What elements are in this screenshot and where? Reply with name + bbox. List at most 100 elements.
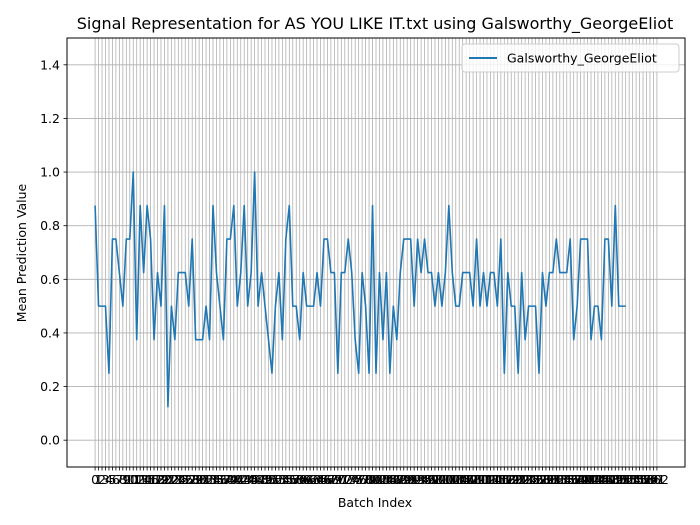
x-tick-label: 36 [212, 472, 228, 487]
x-tick-label: 20 [156, 472, 172, 487]
x-tick-label: 74 [344, 472, 360, 487]
x-tick-label: 154 [617, 472, 641, 487]
x-tick-label: 42 [233, 472, 249, 487]
y-tick-label: 0.8 [40, 218, 60, 233]
x-tick-label: 17 [146, 472, 162, 487]
x-tick-label: 29 [188, 472, 204, 487]
x-tick-label: 16 [143, 472, 159, 487]
x-tick-label: 113 [475, 472, 499, 487]
x-tick-label: 72 [337, 472, 353, 487]
x-tick-label: 152 [610, 472, 634, 487]
x-tick-label: 65 [313, 472, 329, 487]
x-tick-label: 5 [108, 472, 116, 487]
x-tick-label: 81 [368, 472, 384, 487]
x-tick-label: 4 [105, 472, 113, 487]
x-tick-label: 15 [139, 472, 155, 487]
x-tick-label: 43 [236, 472, 252, 487]
y-tick-label: 1.0 [40, 165, 60, 180]
x-tick-label: 149 [600, 472, 624, 487]
x-tick-label: 96 [420, 472, 436, 487]
x-tick-label: 3 [102, 472, 110, 487]
x-tick-label: 32 [198, 472, 214, 487]
x-tick-label: 24 [170, 472, 186, 487]
x-tick-label: 23 [167, 472, 183, 487]
x-tick-label: 90 [399, 472, 415, 487]
x-tick-label: 60 [295, 472, 311, 487]
x-tick-label: 117 [489, 472, 513, 487]
x-tick-label: 11 [125, 472, 141, 487]
x-tick-label: 129 [531, 472, 555, 487]
x-tick-label: 146 [589, 472, 613, 487]
x-tick-label: 125 [517, 472, 541, 487]
x-tick-label: 119 [496, 472, 520, 487]
x-tick-label: 49 [257, 472, 273, 487]
x-tick-label: 50 [261, 472, 277, 487]
x-tick-label: 76 [351, 472, 367, 487]
x-tick-label: 28 [184, 472, 200, 487]
x-tick-label: 9 [122, 472, 130, 487]
x-tick-label: 130 [534, 472, 558, 487]
y-tick-label: 0.0 [40, 433, 60, 448]
x-tick-label: 41 [229, 472, 245, 487]
y-tick-label: 0.2 [40, 379, 60, 394]
x-tick-label: 52 [267, 472, 283, 487]
x-tick-label: 93 [410, 472, 426, 487]
x-tick-label: 124 [513, 472, 537, 487]
x-tick-label: 34 [205, 472, 221, 487]
x-tick-label: 107 [454, 472, 478, 487]
x-tick-label: 22 [163, 472, 179, 487]
x-tick-label: 158 [631, 472, 655, 487]
x-tick-label: 111 [468, 472, 492, 487]
x-tick-label: 26 [177, 472, 193, 487]
x-tick-label: 78 [358, 472, 374, 487]
x-tick-label: 40 [226, 472, 242, 487]
x-tick-label: 140 [569, 472, 593, 487]
x-tick-label: 69 [326, 472, 342, 487]
x-tick-label: 109 [461, 472, 485, 487]
x-tick-label: 128 [527, 472, 551, 487]
x-tick-label: 73 [340, 472, 356, 487]
x-tick-label: 55 [278, 472, 294, 487]
y-tick-label: 0.6 [40, 272, 60, 287]
legend-label: Galsworthy_GeorgeEliot [507, 51, 657, 66]
x-tick-label: 2 [98, 472, 106, 487]
x-tick-label: 1 [95, 472, 103, 487]
x-tick-label: 21 [160, 472, 176, 487]
x-tick-label: 153 [614, 472, 638, 487]
x-tick-label: 47 [250, 472, 266, 487]
x-tick-label: 110 [465, 472, 489, 487]
x-tick-label: 82 [372, 472, 388, 487]
x-tick-label: 53 [271, 472, 287, 487]
x-tick-label: 68 [323, 472, 339, 487]
y-tick-label: 1.4 [40, 57, 60, 72]
x-tick-label: 98 [427, 472, 443, 487]
x-tick-label: 139 [565, 472, 589, 487]
x-tick-label: 19 [153, 472, 169, 487]
x-tick-label: 150 [603, 472, 627, 487]
x-tick-label: 162 [645, 472, 669, 487]
y-tick-label: 0.4 [40, 325, 60, 340]
x-tick-label: 10 [122, 472, 138, 487]
x-tick-label: 104 [444, 472, 468, 487]
x-tick-label: 102 [437, 472, 461, 487]
x-tick-label: 142 [576, 472, 600, 487]
x-tick-label: 145 [586, 472, 610, 487]
x-tick-label: 99 [430, 472, 446, 487]
x-tick-label: 116 [485, 472, 509, 487]
x-tick-label: 77 [354, 472, 370, 487]
x-tick-label: 112 [472, 472, 496, 487]
x-tick-label: 89 [396, 472, 412, 487]
x-tick-label: 92 [406, 472, 422, 487]
x-tick-label: 118 [492, 472, 516, 487]
x-tick-label: 51 [264, 472, 280, 487]
x-tick-label: 86 [385, 472, 401, 487]
x-tick-label: 114 [479, 472, 503, 487]
y-axis-ticks: 0.0 0.2 0.4 0.6 0.8 1.0 1.2 1.4 [40, 57, 67, 448]
x-tick-label: 79 [361, 472, 377, 487]
x-tick-label: 143 [579, 472, 603, 487]
x-tick-label: 63 [306, 472, 322, 487]
x-tick-label: 62 [302, 472, 318, 487]
x-tick-label: 133 [544, 472, 568, 487]
x-tick-label: 155 [621, 472, 645, 487]
